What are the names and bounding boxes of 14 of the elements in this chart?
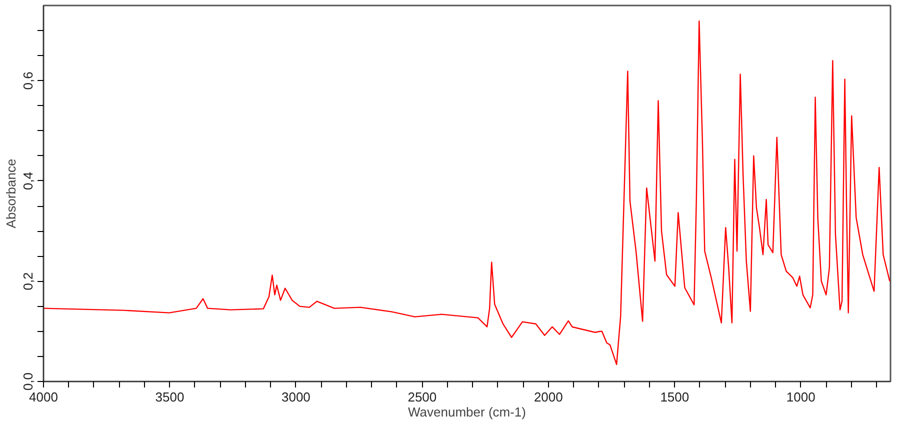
y-tick-label: 0,6 bbox=[20, 72, 36, 90]
x-tick-label: 3500 bbox=[155, 390, 184, 404]
x-tick-label: 3000 bbox=[282, 390, 310, 404]
x-tick-label: 1500 bbox=[660, 390, 690, 404]
x-tick-label: 2500 bbox=[408, 390, 437, 404]
line-series bbox=[44, 20, 890, 366]
x-tick-label: 1000 bbox=[786, 390, 816, 404]
y-tick-label: 0,4 bbox=[20, 172, 36, 190]
x-tick-label: 4000 bbox=[29, 390, 58, 404]
x-tick-label: 2000 bbox=[534, 390, 563, 404]
y-tick-label: 0,2 bbox=[20, 272, 36, 290]
y-axis-title: Absorbance bbox=[4, 158, 18, 228]
x-axis-title: Wavenumber (cm-1) bbox=[408, 404, 526, 420]
y-tick-label: 0,0 bbox=[20, 372, 36, 391]
